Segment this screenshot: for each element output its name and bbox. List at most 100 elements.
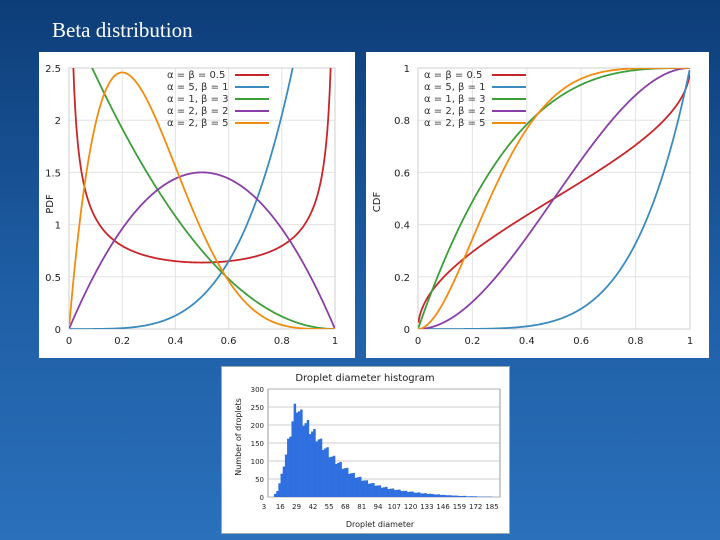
histogram-bar	[311, 431, 314, 497]
histogram-bar	[326, 447, 329, 497]
histogram-bar	[352, 472, 355, 497]
series-line	[418, 68, 690, 329]
histogram-bar	[313, 428, 316, 497]
histogram-bar	[345, 467, 349, 497]
y-tick-label: 300	[251, 386, 264, 394]
x-tick-label: 0.6	[221, 336, 237, 347]
histogram-bar	[383, 487, 386, 497]
y-tick-label: 0	[260, 494, 264, 502]
y-tick-label: 2	[55, 116, 61, 127]
histogram-bar	[422, 493, 425, 497]
histogram-x-axis-label: Droplet diameter	[346, 520, 415, 529]
histogram-bar	[339, 462, 342, 497]
histogram-bar	[472, 496, 475, 497]
histogram-bar	[393, 490, 397, 497]
x-tick-label: 94	[374, 503, 383, 511]
histogram-bar	[278, 483, 281, 497]
x-tick-label: 146	[436, 503, 450, 511]
histogram-bar	[354, 477, 358, 497]
x-tick-label: 0	[415, 336, 421, 347]
plot-frame	[417, 67, 691, 330]
histogram-bar	[293, 403, 297, 497]
y-tick-label: 50	[255, 476, 264, 484]
histogram-bar	[441, 494, 445, 497]
pdf-chart-panel: 0 0.2 0.4 0.6 0.8 1 0 0.5 1 1.5 2 2.5 PDF α = β = 0…	[39, 52, 355, 358]
y-tick-label: 0.6	[394, 168, 410, 179]
histogram-bar	[304, 423, 307, 497]
histogram-bar	[387, 489, 390, 497]
histogram-bar	[287, 438, 290, 497]
y-tick-label: 0.2	[394, 273, 410, 284]
cdf-y-axis-label: CDF	[372, 192, 383, 213]
pdf-chart: 0 0.2 0.4 0.6 0.8 1 0 0.5 1 1.5 2 2.5 PDF α = β = 0…	[45, 64, 338, 347]
histogram-bar	[402, 490, 406, 497]
histogram-bar	[356, 477, 360, 497]
histogram-bar	[400, 491, 403, 497]
x-tick-label: 107	[388, 503, 401, 511]
histogram-bar	[367, 483, 371, 497]
histogram-bar	[348, 473, 351, 497]
histogram-bar	[439, 495, 443, 497]
histogram-bar	[468, 496, 471, 497]
histogram-bar	[369, 483, 373, 497]
histogram-bar	[274, 493, 277, 497]
series-line	[418, 69, 690, 329]
histogram-bar	[289, 436, 292, 497]
histogram-bar	[321, 449, 325, 497]
histogram-bar	[297, 411, 301, 497]
x-tick-label: 16	[276, 503, 285, 511]
histogram-bar	[276, 491, 279, 497]
histogram-bar	[409, 491, 412, 497]
histogram-bar	[359, 476, 362, 497]
histogram-bar	[308, 434, 312, 497]
cdf-curves	[418, 68, 690, 329]
histogram-bar	[378, 485, 382, 497]
histogram-bar	[284, 454, 288, 497]
cdf-tick-labels: 0 0.2 0.4 0.6 0.8 1 0 0.2 0.4 0.6 0.8 1	[394, 64, 693, 347]
histogram-bar	[426, 494, 430, 497]
histogram-bar	[437, 494, 440, 497]
histogram-y-axis-label: Number of droplets	[234, 398, 243, 476]
histogram-bar	[365, 480, 369, 497]
series-line	[418, 68, 690, 329]
histogram-bar	[415, 492, 419, 497]
series-line	[418, 68, 690, 329]
x-tick-label: 0.4	[167, 336, 183, 347]
series-line	[91, 68, 335, 329]
histogram-bar	[372, 483, 375, 497]
legend-label: α = 2, β = 2	[424, 106, 486, 117]
y-tick-label: 0.8	[394, 116, 410, 127]
histogram-bar	[300, 409, 303, 497]
x-tick-label: 0.2	[464, 336, 480, 347]
x-tick-label: 172	[469, 503, 482, 511]
legend-label: α = 2, β = 5	[424, 118, 486, 129]
x-tick-label: 0.4	[519, 336, 535, 347]
histogram-bar	[335, 463, 338, 497]
y-tick-label: 1	[404, 64, 410, 75]
histogram-bar	[448, 495, 451, 497]
histogram-bars	[274, 403, 493, 497]
x-tick-label: 0.8	[274, 336, 290, 347]
histogram-bar	[389, 488, 393, 497]
legend-label: α = 1, β = 3	[424, 94, 486, 105]
y-tick-label: 150	[251, 440, 264, 448]
x-tick-label: 42	[308, 503, 317, 511]
legend-label: α = 5, β = 1	[424, 82, 486, 93]
histogram-bar	[324, 448, 327, 497]
legend-label: α = 5, β = 1	[167, 82, 229, 93]
histogram-chart: Droplet diameter histogram 0 50 100 150 200 2…	[234, 373, 501, 529]
y-tick-label: 1.5	[45, 168, 61, 179]
histogram-bar	[406, 492, 410, 497]
series-line	[69, 71, 335, 329]
series-line	[69, 68, 294, 329]
x-tick-label: 68	[341, 503, 350, 511]
y-tick-label: 250	[251, 404, 264, 412]
histogram-bar	[302, 425, 305, 497]
histogram-bar	[282, 466, 286, 497]
x-tick-label: 81	[357, 503, 366, 511]
histogram-bar	[465, 496, 469, 497]
histogram-bar	[319, 438, 323, 497]
x-tick-label: 29	[292, 503, 301, 511]
histogram-bar	[295, 412, 299, 497]
y-tick-label: 100	[251, 458, 264, 466]
